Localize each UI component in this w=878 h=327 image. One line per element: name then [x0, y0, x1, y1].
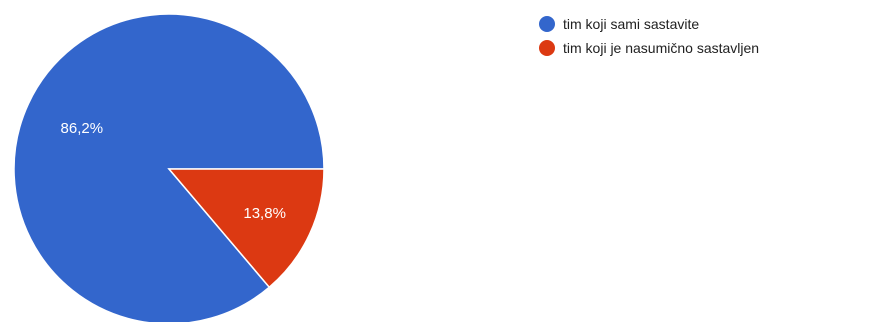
pie-slice-label-1: 86,2%	[61, 120, 104, 137]
legend-label-self-assembled: tim koji sami sastavite	[563, 16, 700, 32]
legend-swatch-random	[539, 40, 555, 56]
chart-legend: tim koji sami sastavite tim koji je nasu…	[539, 12, 759, 60]
legend-item-self-assembled[interactable]: tim koji sami sastavite	[539, 12, 759, 36]
pie-slice-label-2: 13,8%	[243, 205, 286, 222]
pie-slice-2[interactable]	[167, 168, 325, 289]
pie-slice-labels: 86,2% 13,8%	[61, 120, 286, 222]
legend-swatch-self-assembled	[539, 16, 555, 32]
legend-label-random: tim koji je nasumično sastavljen	[563, 40, 760, 56]
legend-item-random[interactable]: tim koji je nasumično sastavljen	[539, 36, 759, 60]
pie-slices	[13, 13, 325, 325]
